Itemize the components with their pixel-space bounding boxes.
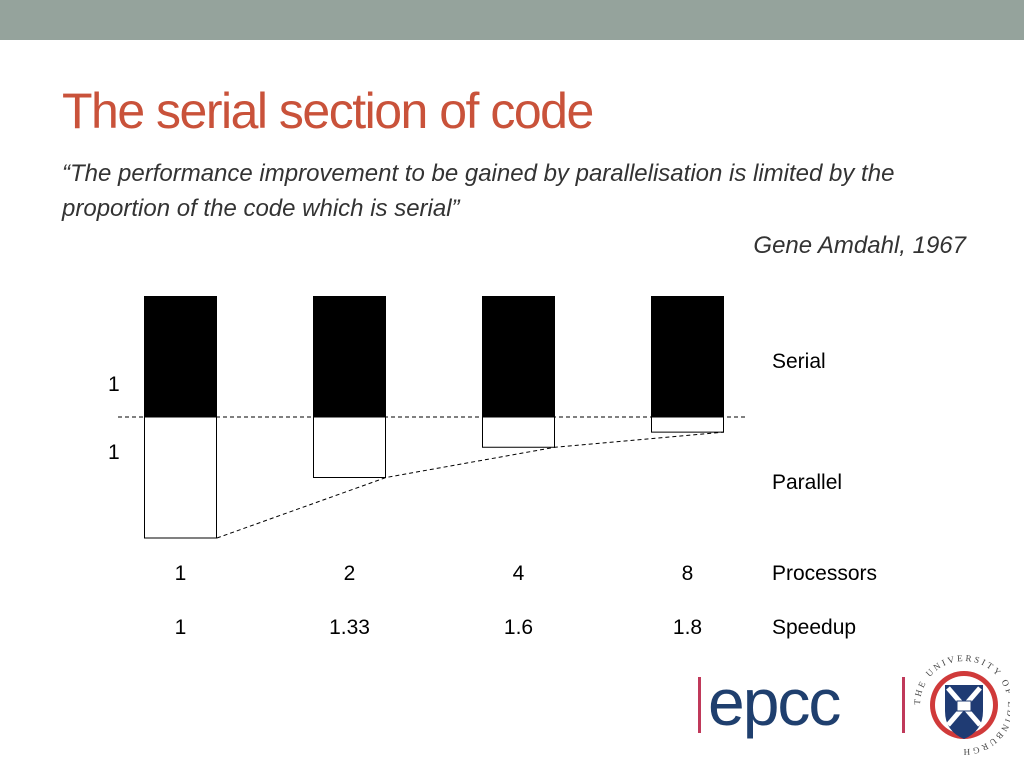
serial-bar-4 [482,296,555,417]
branding-logos: epcc THE UNIVERSITY OF EDINBURGH [698,655,1010,755]
processor-count-2: 2 [344,562,356,585]
processor-count-8: 8 [682,562,694,585]
parallel-trend-dashed-line [216,431,725,539]
column-labels: 1 1 2 1.33 4 1.6 8 1.8 [175,562,702,639]
amdahl-diagram: 1 1 2 1.33 4 1.6 8 1.8 1 1 Serial Parallel Proc… [108,296,877,639]
logo-separator-left [698,677,701,733]
speedup-label: Speedup [772,616,856,639]
serial-bar-8 [651,296,724,417]
seal-book [956,700,972,712]
processor-count-4: 4 [513,562,525,585]
logo-separator-right [902,677,905,733]
parallel-bar-2 [313,416,386,478]
parallel-bar-4 [482,416,555,448]
header-bar [0,0,1024,40]
quote-attribution: Gene Amdahl, 1967 [753,232,966,259]
epcc-wordmark: epcc [708,665,840,739]
processor-count-1: 1 [175,562,187,585]
serial-bar-2 [313,296,386,417]
epcc-logo-icon: epcc [698,665,905,739]
amdahl-quote: “The performance improvement to be gaine… [62,160,895,222]
left-label-serial: 1 [108,373,120,396]
speedup-value-2: 1.33 [329,616,370,639]
university-seal-icon: THE UNIVERSITY OF EDINBURGH [912,655,1010,755]
parallel-label: Parallel [772,471,842,494]
speedup-value-1: 1 [175,616,187,639]
parallel-bar-8 [651,416,724,433]
speedup-value-4: 1.6 [504,616,533,639]
serial-label: Serial [772,350,826,373]
serial-bar-1 [144,296,217,417]
processors-label: Processors [772,562,877,585]
parallel-bar-1 [144,416,217,539]
left-label-parallel: 1 [108,441,120,464]
slide-title: The serial section of code [62,83,594,139]
diagram-bars [144,296,724,539]
speedup-value-8: 1.8 [673,616,702,639]
